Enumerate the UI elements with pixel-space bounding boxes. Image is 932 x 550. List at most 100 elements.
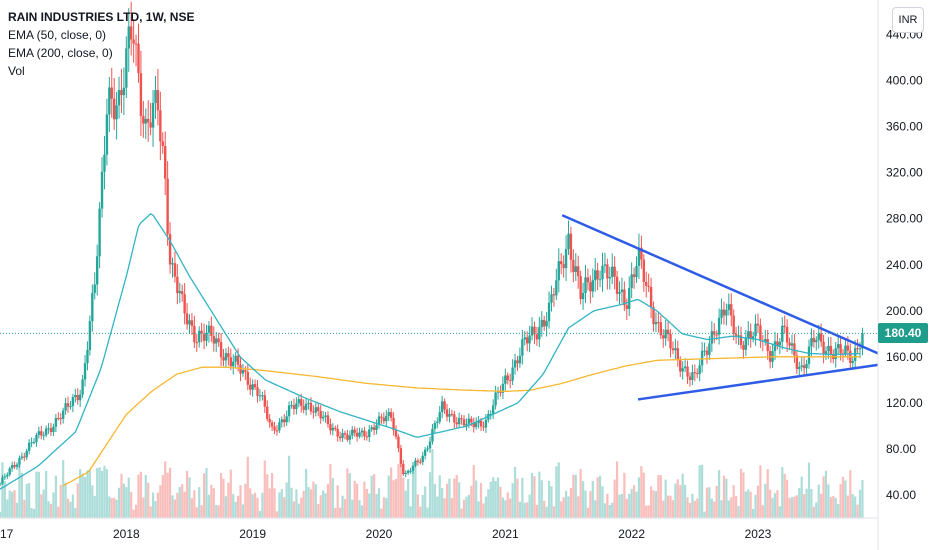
price-tick-label: 360.00 bbox=[886, 120, 923, 134]
candle bbox=[433, 420, 437, 434]
candle bbox=[95, 244, 99, 296]
candle bbox=[496, 386, 500, 400]
candle bbox=[266, 400, 269, 422]
currency-button[interactable]: INR bbox=[892, 7, 924, 33]
volume-bar bbox=[705, 487, 709, 518]
candle bbox=[261, 391, 264, 401]
candle bbox=[535, 326, 539, 346]
volume-bar bbox=[428, 472, 432, 518]
volume-bar bbox=[844, 480, 847, 518]
candle bbox=[632, 267, 636, 289]
candle bbox=[460, 414, 463, 425]
volume-bar bbox=[676, 479, 679, 518]
volume-bar bbox=[742, 472, 745, 518]
volume-bar bbox=[487, 489, 490, 518]
candle bbox=[399, 444, 403, 468]
trendline-upper[interactable] bbox=[561, 214, 879, 355]
volume-bar bbox=[812, 506, 815, 518]
volume-bar bbox=[645, 505, 648, 518]
volume-bar bbox=[149, 506, 152, 518]
volume-bar bbox=[703, 511, 706, 518]
candle bbox=[540, 311, 543, 337]
ema200-legend[interactable]: EMA (200, close, 0) bbox=[8, 46, 113, 60]
volume-bar bbox=[701, 464, 704, 518]
candle bbox=[156, 68, 160, 126]
candle bbox=[824, 346, 828, 360]
volume-bar bbox=[414, 463, 417, 518]
volume-bar bbox=[358, 500, 361, 518]
volume-bar bbox=[3, 481, 6, 518]
candle bbox=[302, 399, 305, 414]
volume-bar bbox=[86, 470, 89, 518]
volume-bar bbox=[76, 483, 79, 518]
candle bbox=[676, 340, 680, 367]
price-tick-label: 120.00 bbox=[886, 396, 923, 410]
candle bbox=[815, 336, 818, 351]
volume-bar bbox=[8, 490, 11, 518]
candle bbox=[421, 451, 424, 466]
volume-bar bbox=[122, 483, 126, 518]
volume-bar bbox=[387, 475, 390, 518]
candle bbox=[423, 446, 427, 460]
candle bbox=[319, 405, 322, 424]
candle bbox=[13, 461, 16, 470]
volume-bar bbox=[489, 481, 492, 518]
volume-bar bbox=[482, 503, 485, 518]
candle bbox=[635, 256, 638, 283]
volume-bar bbox=[776, 490, 779, 518]
candle bbox=[759, 318, 762, 348]
candle bbox=[657, 311, 660, 333]
ema50-legend[interactable]: EMA (50, close, 0) bbox=[8, 28, 107, 42]
volume-bar bbox=[6, 499, 9, 518]
candle bbox=[530, 317, 534, 341]
volume-bar bbox=[375, 494, 378, 518]
time-axis[interactable]: 2017 2018 2019 2020 2021 2022 2023 bbox=[0, 527, 772, 541]
candle bbox=[584, 264, 587, 303]
volume-bar bbox=[761, 505, 764, 518]
volume-bar bbox=[598, 475, 602, 518]
candle bbox=[708, 336, 711, 360]
volume-bar bbox=[280, 489, 283, 518]
volume-bar bbox=[647, 505, 650, 518]
volume-bar bbox=[781, 467, 784, 518]
volume-bar bbox=[601, 486, 604, 518]
volume-bar bbox=[846, 495, 849, 518]
volume-bar bbox=[402, 477, 405, 518]
candle bbox=[443, 398, 446, 414]
volume-bar bbox=[164, 461, 167, 518]
volume-bar bbox=[261, 492, 264, 518]
volume-bar bbox=[681, 473, 684, 518]
candle bbox=[567, 220, 570, 255]
candle bbox=[525, 331, 529, 352]
candle bbox=[317, 403, 320, 417]
candle bbox=[812, 329, 816, 348]
volume-bar bbox=[484, 496, 487, 518]
candle bbox=[861, 327, 864, 356]
time-tick-label: 2020 bbox=[366, 527, 393, 541]
candle bbox=[355, 427, 359, 442]
trendline-lower[interactable] bbox=[637, 363, 879, 401]
volume-bar bbox=[773, 493, 777, 518]
candle bbox=[227, 346, 230, 366]
candle bbox=[205, 324, 208, 347]
volume-bar bbox=[790, 497, 794, 518]
candle bbox=[747, 321, 750, 346]
volume-bar bbox=[511, 483, 514, 518]
candle bbox=[450, 409, 454, 417]
candle bbox=[457, 412, 461, 429]
symbol-title[interactable]: RAIN INDUSTRIES LTD, 1W, NSE bbox=[8, 10, 195, 24]
volume-bar bbox=[64, 482, 67, 518]
volume-bar bbox=[708, 487, 711, 518]
candle bbox=[144, 108, 147, 139]
candle bbox=[550, 285, 553, 312]
candle bbox=[181, 284, 184, 302]
volume-bar bbox=[219, 473, 223, 518]
volume-bar bbox=[139, 471, 143, 518]
volume-bar bbox=[373, 474, 376, 518]
price-axis[interactable]: 40.00 80.00 120.00 160.00 200.00 240.00 280.00… bbox=[886, 28, 923, 502]
candle bbox=[700, 341, 704, 373]
volume-legend[interactable]: Vol bbox=[8, 64, 25, 78]
candle bbox=[681, 361, 684, 380]
candle bbox=[375, 419, 378, 435]
